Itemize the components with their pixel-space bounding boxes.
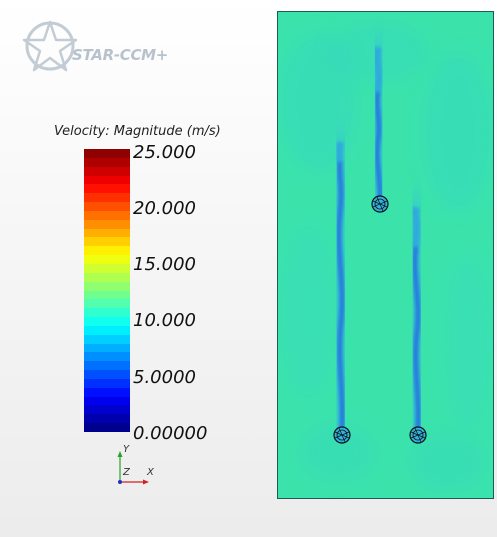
colorbar (84, 149, 130, 432)
colorbar-band (84, 166, 130, 176)
tick-label-min: 0.00000 (133, 423, 208, 444)
colorbar-band (84, 219, 130, 229)
colorbar-band (84, 299, 130, 309)
velocity-field-plot[interactable] (277, 11, 494, 499)
colorbar-band (84, 334, 130, 344)
axis-triad-icon (117, 451, 149, 485)
colorbar-band (84, 405, 130, 415)
colorbar-band (84, 281, 130, 291)
wake-bottom-right (402, 189, 431, 434)
axis-label-z: Z (123, 467, 130, 478)
logo-text: STAR-CCM+ (72, 46, 169, 64)
cylinder-bottom-right-icon (409, 426, 427, 444)
cylinder-top-icon (371, 195, 389, 213)
colorbar-band (84, 325, 130, 335)
colorbar-band (84, 228, 130, 238)
star-logo-icon (22, 20, 78, 72)
colorbar-band (84, 352, 130, 362)
axis-label-y: Y (123, 444, 130, 455)
colorbar-band (84, 361, 130, 371)
colorbar-band (84, 149, 130, 158)
colorbar-band (84, 202, 130, 211)
wake-top (365, 34, 392, 205)
tick-label-10: 10.000 (133, 310, 196, 331)
colorbar-band (84, 396, 130, 406)
colorbar-band (84, 387, 130, 397)
colorbar-band (84, 317, 130, 326)
colorbar-band (84, 175, 130, 185)
tick-label-20: 20.000 (133, 198, 196, 219)
colorbar-band (84, 255, 130, 264)
colorbar-band (84, 378, 130, 388)
colorbar-band (84, 157, 130, 167)
colorbar-band (84, 370, 130, 379)
colorbar-band (84, 184, 130, 194)
colorbar-band (84, 193, 130, 203)
colorbar-band (84, 246, 130, 256)
velocity-field-svg (278, 12, 493, 498)
tick-label-5: 5.0000 (133, 367, 196, 388)
cylinder-bottom-left-icon (333, 426, 351, 444)
colorbar-band (84, 263, 130, 273)
tick-label-15: 15.000 (133, 254, 196, 275)
colorbar-band (84, 308, 130, 318)
colorbar-band (84, 343, 130, 353)
axis-label-x: X (147, 467, 154, 478)
colorbar-band (84, 290, 130, 300)
tick-label-max: 25.000 (133, 142, 196, 163)
colorbar-band (84, 272, 130, 282)
colorbar-band (84, 210, 130, 220)
legend-title: Velocity: Magnitude (m/s) (54, 124, 221, 139)
colorbar-band (84, 237, 130, 247)
wake-bottom-left (326, 130, 355, 433)
colorbar-band (84, 414, 130, 424)
axis-triad: Y Z X (112, 444, 162, 486)
star-ccm-logo (22, 18, 182, 78)
colorbar-band (84, 423, 130, 432)
